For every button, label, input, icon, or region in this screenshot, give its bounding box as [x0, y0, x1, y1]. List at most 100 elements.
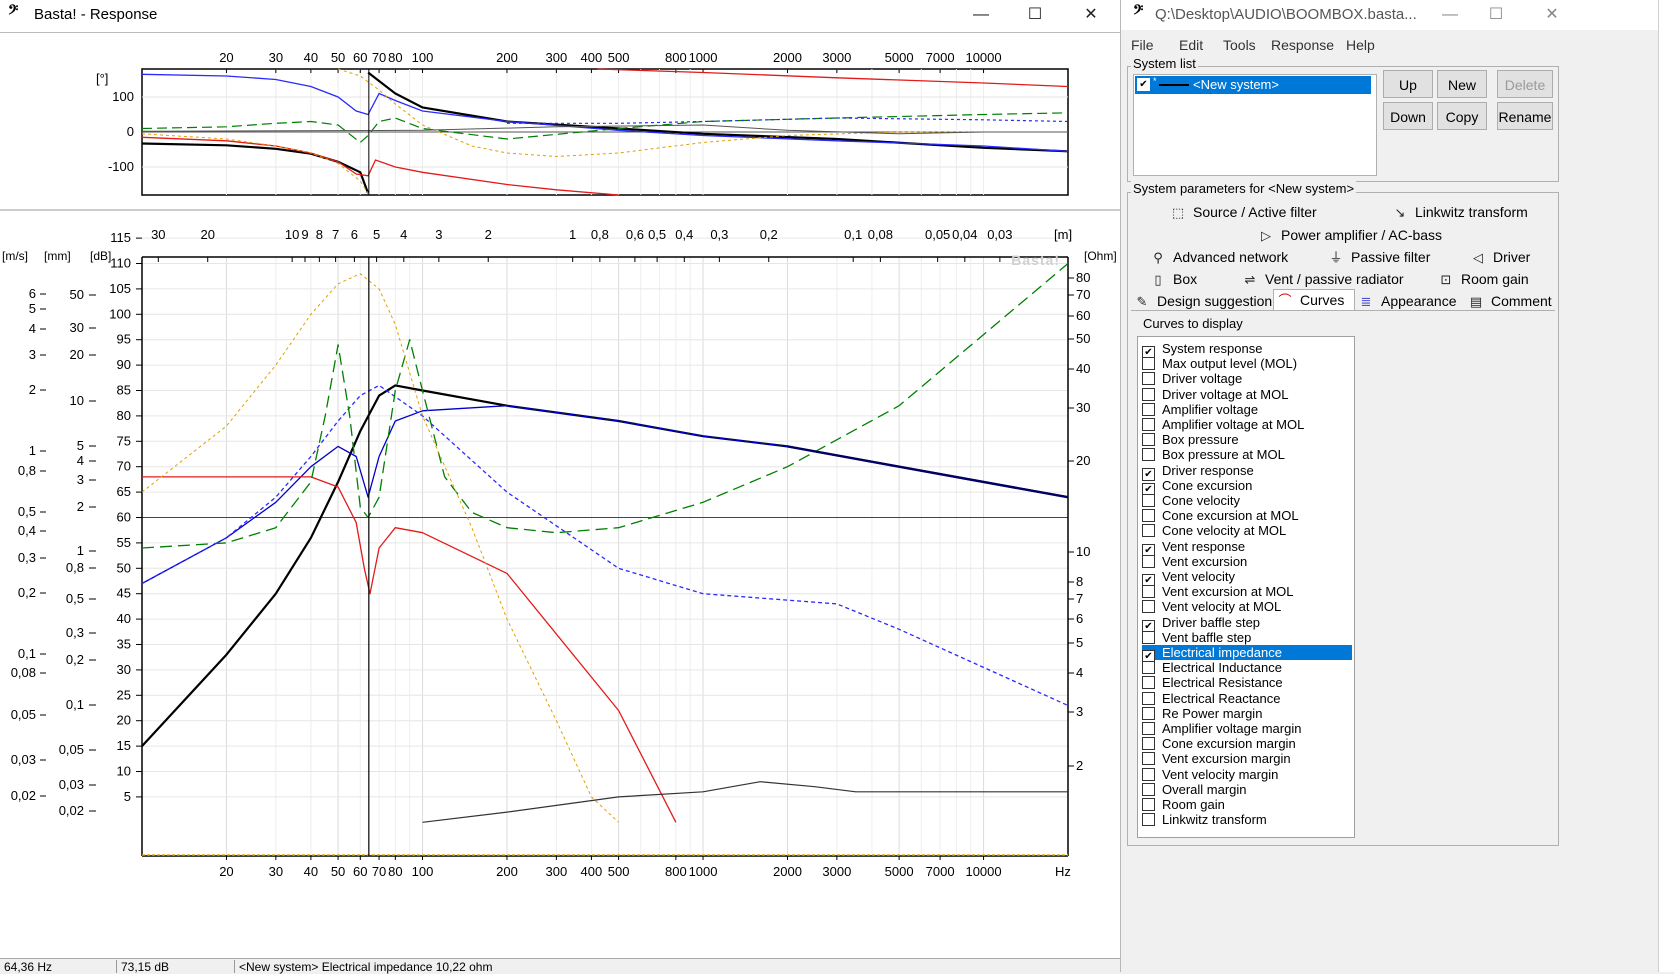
tab-box[interactable]: ▯ Box: [1149, 269, 1197, 290]
tab-source-active-filter[interactable]: ⬚ Source / Active filter: [1169, 202, 1317, 223]
db-tick-label: 95: [117, 332, 131, 347]
curve-option[interactable]: Vent excursion: [1142, 554, 1352, 569]
menu-response[interactable]: Response: [1271, 37, 1335, 53]
curve-checkbox[interactable]: [1142, 387, 1155, 401]
curve-option[interactable]: ✔ Cone excursion: [1142, 478, 1352, 496]
curve-option[interactable]: Electrical Inductance: [1142, 660, 1352, 675]
curve-option[interactable]: Driver voltage at MOL: [1142, 387, 1352, 402]
response-titlebar[interactable]: 𝄢 Basta! - Response — ☐ ✕: [0, 0, 1120, 30]
curve-option[interactable]: ✔ Driver response: [1142, 463, 1352, 481]
curve-option[interactable]: Amplifier voltage at MOL: [1142, 417, 1352, 432]
curve-checkbox[interactable]: [1142, 706, 1155, 720]
menu-help[interactable]: Help: [1346, 37, 1375, 53]
curve-checkbox[interactable]: ✔: [1142, 574, 1155, 587]
curve-checkbox[interactable]: [1142, 661, 1155, 675]
curve-option[interactable]: Vent excursion at MOL: [1142, 584, 1352, 599]
curve-checkbox[interactable]: [1142, 813, 1155, 827]
curve-option[interactable]: Box pressure: [1142, 432, 1352, 447]
curve-checkbox[interactable]: [1142, 585, 1155, 599]
tab-vent-passive-radiator[interactable]: ⇌ Vent / passive radiator: [1241, 269, 1404, 290]
curve-checkbox[interactable]: [1142, 494, 1155, 507]
curve-checkbox[interactable]: ✔: [1142, 482, 1155, 496]
curve-option[interactable]: ✔ System response: [1142, 341, 1352, 359]
menu-tools[interactable]: Tools: [1223, 37, 1256, 53]
curve-checkbox[interactable]: [1142, 676, 1155, 690]
curve-checkbox[interactable]: [1142, 798, 1155, 811]
curve-checkbox[interactable]: [1142, 372, 1155, 386]
tab-passive-filter[interactable]: ⏚ Passive filter: [1327, 247, 1430, 268]
curve-checkbox[interactable]: [1142, 554, 1155, 568]
db-tick-label: 15: [117, 738, 131, 753]
curve-checkbox[interactable]: ✔: [1142, 467, 1155, 481]
system-checkbox[interactable]: ✔: [1137, 78, 1150, 91]
curve-option[interactable]: Vent velocity margin: [1142, 767, 1352, 782]
curve-option[interactable]: Overall margin: [1142, 782, 1352, 797]
curve-checkbox[interactable]: [1142, 691, 1155, 705]
curve-checkbox[interactable]: [1142, 782, 1155, 796]
curve-option[interactable]: ✔ Vent response: [1142, 539, 1352, 557]
curve-option[interactable]: Linkwitz transform: [1142, 812, 1352, 827]
ohm-tick-label: 5: [1076, 635, 1083, 650]
curve-option[interactable]: Cone excursion at MOL: [1142, 508, 1352, 523]
curve-checkbox[interactable]: [1142, 752, 1155, 766]
close-icon[interactable]: ✕: [1545, 6, 1559, 23]
tab-room-gain[interactable]: ⊡ Room gain: [1437, 269, 1529, 290]
tab-linkwitz-transform[interactable]: ↘ Linkwitz transform: [1391, 202, 1528, 223]
curve-option[interactable]: Cone velocity: [1142, 493, 1352, 508]
new-button[interactable]: New: [1437, 70, 1487, 98]
curve-option[interactable]: Re Power margin: [1142, 706, 1352, 721]
tab-curves[interactable]: ⌒ Curves: [1273, 289, 1355, 310]
curve-option[interactable]: Amplifier voltage margin: [1142, 721, 1352, 736]
curve-option[interactable]: Electrical Resistance: [1142, 675, 1352, 690]
curve-option[interactable]: Cone velocity at MOL: [1142, 523, 1352, 538]
tab-design-suggestion[interactable]: ✎ Design suggestion: [1133, 291, 1273, 312]
main-titlebar[interactable]: 𝄢 Q:\Desktop\AUDIO\BOOMBOX.basta... — ☐ …: [1121, 0, 1674, 30]
system-list-item[interactable]: ✔ * <New system>: [1135, 76, 1371, 94]
curve-option[interactable]: Room gain: [1142, 797, 1352, 812]
tab-comment[interactable]: ▤ Comment: [1467, 291, 1552, 312]
close-icon[interactable]: ✕: [1084, 6, 1098, 23]
curve-checkbox[interactable]: [1142, 418, 1155, 431]
curves-list[interactable]: ✔ System response Max output level (MOL) Dr…: [1137, 336, 1355, 838]
minimize-icon[interactable]: —: [1442, 6, 1458, 23]
curve-checkbox[interactable]: [1142, 448, 1155, 462]
rename-button[interactable]: Rename: [1497, 102, 1553, 130]
curve-option[interactable]: Max output level (MOL): [1142, 356, 1352, 371]
up-button[interactable]: Up: [1383, 70, 1433, 98]
curve-option[interactable]: ✔ Driver baffle step: [1142, 615, 1352, 633]
curve-option[interactable]: Cone excursion margin: [1142, 736, 1352, 751]
tab-power-amplifier[interactable]: ▷ Power amplifier / AC-bass: [1257, 225, 1442, 246]
curve-checkbox[interactable]: [1142, 767, 1155, 781]
maximize-icon[interactable]: ☐: [1027, 6, 1043, 23]
curve-option[interactable]: Vent velocity at MOL: [1142, 599, 1352, 614]
curve-option[interactable]: Driver voltage: [1142, 371, 1352, 386]
curve-checkbox[interactable]: [1142, 737, 1155, 751]
copy-button[interactable]: Copy: [1437, 102, 1487, 130]
curve-checkbox[interactable]: [1142, 600, 1155, 614]
menu-file[interactable]: File: [1131, 37, 1154, 53]
curve-option[interactable]: Amplifier voltage: [1142, 402, 1352, 417]
tab-driver[interactable]: ◁ Driver: [1469, 247, 1530, 268]
curve-checkbox[interactable]: [1142, 433, 1155, 447]
tab-appearance[interactable]: ≣ Appearance: [1357, 291, 1457, 312]
down-button[interactable]: Down: [1383, 102, 1433, 130]
curve-option[interactable]: Vent baffle step: [1142, 630, 1352, 645]
curve-checkbox[interactable]: [1142, 524, 1155, 538]
curve-checkbox[interactable]: [1142, 509, 1155, 523]
curve-option[interactable]: Electrical Reactance: [1142, 691, 1352, 706]
menu-edit[interactable]: Edit: [1179, 37, 1204, 53]
curve-option[interactable]: Vent excursion margin: [1142, 751, 1352, 766]
delete-button[interactable]: Delete: [1497, 70, 1553, 98]
minimize-icon[interactable]: —: [973, 6, 989, 23]
curve-option[interactable]: ✔ Electrical impedance: [1142, 645, 1352, 663]
curve-checkbox[interactable]: [1142, 630, 1155, 644]
curve-option[interactable]: ✔ Vent velocity: [1142, 569, 1352, 587]
curve-checkbox[interactable]: [1142, 357, 1155, 371]
tab-advanced-network[interactable]: ⚲ Advanced network: [1149, 247, 1288, 268]
curve-checkbox[interactable]: ✔: [1142, 346, 1155, 359]
curve-checkbox[interactable]: [1142, 402, 1155, 416]
response-plot[interactable]: 1000-100[°]20 30 40 50 60 70 80 100 200 300 400 500…: [0, 33, 1120, 957]
curve-checkbox[interactable]: [1142, 722, 1155, 735]
maximize-icon[interactable]: ☐: [1488, 6, 1504, 23]
curve-option[interactable]: Box pressure at MOL: [1142, 447, 1352, 462]
